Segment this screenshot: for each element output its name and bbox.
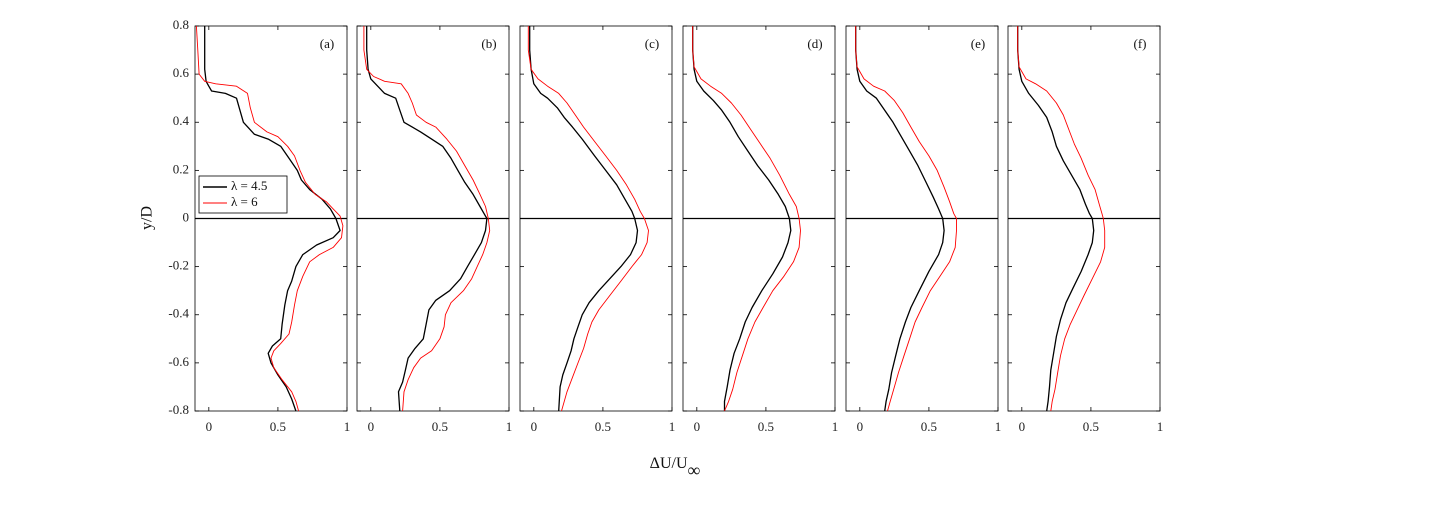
panel-3: 0 0.5 1 (c)	[519, 25, 676, 434]
x-tick-label: 0.5	[758, 419, 774, 434]
panel-label: (e)	[971, 36, 985, 51]
y-tick-label: -0.2	[168, 258, 189, 273]
series-lambda-4-5	[366, 26, 488, 412]
y-tick-label: -0.6	[168, 354, 189, 369]
x-tick-label: 0.5	[432, 419, 448, 434]
x-tick-label: 1	[669, 419, 676, 434]
x-tick-label: 0	[1019, 419, 1026, 434]
series-lambda-4-5	[204, 26, 341, 412]
y-axis-title: y/D	[139, 206, 156, 230]
panel-label: (b)	[481, 36, 496, 51]
x-tick-label: 0	[206, 419, 213, 434]
series-lambda-6	[195, 25, 344, 412]
x-tick-label: 1	[995, 419, 1002, 434]
y-tick-label: 0.4	[173, 113, 190, 128]
x-axis-title-main: ΔU/U	[650, 455, 688, 472]
x-tick-label: 0.5	[921, 419, 937, 434]
y-tick-label: 0	[183, 209, 190, 224]
y-tick-label: -0.8	[168, 402, 189, 417]
x-tick-label: 1	[344, 419, 351, 434]
legend: λ = 4.5λ = 6	[198, 175, 288, 214]
x-axis-title-sub: ∞	[688, 460, 701, 480]
panel-4: 0 0.5 1 (d)	[682, 25, 839, 434]
y-tick-label: 0.6	[173, 65, 190, 80]
series-lambda-4-5	[692, 26, 792, 411]
series-lambda-6	[855, 26, 957, 412]
legend-label: λ = 4.5	[231, 178, 267, 193]
series-lambda-6	[527, 26, 649, 412]
x-tick-label: 0.5	[595, 419, 611, 434]
y-tick-label: 0.8	[173, 17, 189, 32]
x-tick-label: 0	[531, 419, 538, 434]
x-tick-label: 1	[832, 419, 839, 434]
panel-5: 0 0.5 1 (e)	[845, 25, 1002, 434]
x-tick-label: 1	[506, 419, 513, 434]
x-tick-label: 0	[694, 419, 701, 434]
panel-1: 0.8 0.6 0.4 0.2 0 -0.2 -0.4 -0.6 -0.8 0 0.5 1 (a)	[168, 17, 350, 434]
panels-group: 0.80.60.40.20-0.2-0.4-0.6-0.80 0.5 1(a)0 0.…	[168, 17, 1163, 434]
panel-6: 0 0.5 1 (f)	[1007, 25, 1164, 434]
x-tick-label: 0	[857, 419, 864, 434]
x-tick-label: 0	[368, 419, 375, 434]
panel-label: (d)	[807, 36, 822, 51]
series-lambda-4-5	[855, 26, 945, 412]
x-tick-label: 0.5	[1083, 419, 1099, 434]
panel-label: (f)	[1134, 36, 1147, 51]
series-lambda-6	[363, 26, 491, 412]
legend-label: λ = 6	[231, 194, 258, 209]
panel-label: (c)	[645, 36, 659, 51]
x-axis-title: ΔU/U∞	[650, 455, 701, 480]
series-lambda-6	[692, 26, 801, 412]
series-lambda-4-5	[529, 26, 639, 412]
panel-label: (a)	[320, 36, 334, 51]
y-tick-label: 0.2	[173, 161, 189, 176]
series-lambda-4-5	[1017, 26, 1095, 412]
series-lambda-6	[1017, 26, 1106, 412]
y-tick-label: -0.4	[168, 306, 189, 321]
x-tick-label: 1	[1157, 419, 1164, 434]
legend-box	[198, 175, 288, 214]
panel-2: 0 0.5 1 (b)	[356, 25, 513, 434]
x-tick-label: 0.5	[270, 419, 286, 434]
